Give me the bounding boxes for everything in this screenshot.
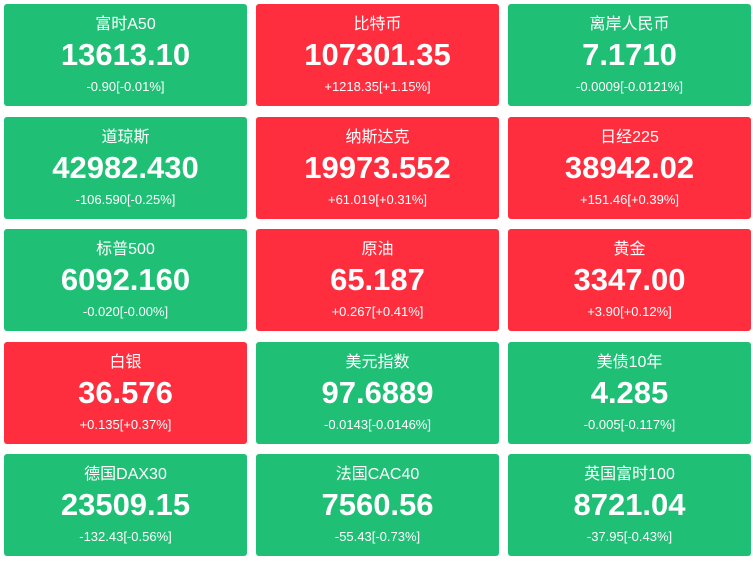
quote-tile[interactable]: 道琼斯 42982.430 -106.590[-0.25%]	[4, 116, 247, 219]
quote-change: -132.43[-0.56%]	[79, 529, 172, 544]
quote-tile[interactable]: 标普500 6092.160 -0.020[-0.00%]	[4, 229, 247, 331]
quote-grid: 富时A50 13613.10 -0.90[-0.01%] 比特币 107301.35 +1…	[4, 4, 751, 556]
quote-name: 标普500	[96, 241, 155, 258]
quote-change: +0.267[+0.41%]	[331, 304, 424, 319]
quote-name: 黄金	[613, 241, 646, 258]
quote-change: +61.019[+0.31%]	[327, 191, 428, 207]
quote-change: +0.135[+0.37%]	[79, 416, 172, 432]
quote-tile[interactable]: 纳斯达克 19973.552 +61.019[+0.31%]	[256, 116, 499, 219]
quote-value: 23509.15	[60, 487, 191, 522]
quote-change: -37.95[-0.43%]	[586, 529, 673, 544]
quote-change: +151.46[+0.39%]	[579, 191, 680, 207]
quote-name: 富时A50	[95, 16, 156, 33]
quote-value: 36.576	[78, 374, 173, 410]
quote-tile[interactable]: 白银 36.576 +0.135[+0.37%]	[4, 341, 247, 444]
quote-value: 7.1710	[582, 37, 677, 72]
quote-name: 美元指数	[345, 353, 410, 371]
quote-tile[interactable]: 富时A50 13613.10 -0.90[-0.01%]	[4, 4, 247, 106]
quote-tile[interactable]: 美元指数 97.6889 -0.0143[-0.0146%]	[256, 341, 499, 444]
quote-value: 65.187	[330, 262, 425, 297]
quote-tile[interactable]: 德国DAX30 23509.15 -132.43[-0.56%]	[4, 454, 247, 556]
quote-name: 白银	[109, 353, 142, 371]
quote-value: 4.285	[590, 374, 669, 410]
quote-change: -0.90[-0.01%]	[86, 79, 165, 94]
quote-name: 离岸人民币	[589, 16, 670, 33]
quote-change: -106.590[-0.25%]	[75, 191, 176, 207]
quote-value: 7560.56	[321, 487, 434, 522]
quote-name: 美债10年	[596, 353, 663, 371]
quote-value: 8721.04	[573, 487, 686, 522]
quote-value: 19973.552	[304, 149, 451, 185]
quote-value: 42982.430	[52, 149, 199, 185]
quote-value: 38942.02	[564, 149, 695, 185]
quote-tile[interactable]: 原油 65.187 +0.267[+0.41%]	[256, 229, 499, 331]
quote-change: -0.020[-0.00%]	[82, 304, 169, 319]
quote-tile[interactable]: 法国CAC40 7560.56 -55.43[-0.73%]	[256, 454, 499, 556]
quote-change: +3.90[+0.12%]	[587, 304, 672, 319]
quote-value: 13613.10	[60, 37, 191, 72]
quote-value: 3347.00	[573, 262, 686, 297]
quote-tile[interactable]: 美债10年 4.285 -0.005[-0.117%]	[508, 341, 751, 444]
quote-name: 比特币	[353, 16, 402, 33]
quote-name: 道琼斯	[101, 128, 150, 146]
quote-tile[interactable]: 比特币 107301.35 +1218.35[+1.15%]	[256, 4, 499, 106]
quote-name: 原油	[361, 241, 394, 258]
quote-name: 法国CAC40	[335, 466, 420, 483]
quote-change: -55.43[-0.73%]	[334, 529, 421, 544]
quote-change: +1218.35[+1.15%]	[324, 79, 431, 94]
quote-name: 德国DAX30	[84, 466, 167, 483]
quote-change: -0.005[-0.117%]	[583, 416, 676, 432]
quote-value: 6092.160	[60, 262, 191, 297]
quote-change: -0.0143[-0.0146%]	[324, 416, 431, 432]
quote-change: -0.0009[-0.0121%]	[576, 79, 683, 94]
quote-tile[interactable]: 日经225 38942.02 +151.46[+0.39%]	[508, 116, 751, 219]
quote-tile[interactable]: 黄金 3347.00 +3.90[+0.12%]	[508, 229, 751, 331]
quote-name: 日经225	[600, 128, 659, 146]
quote-tile[interactable]: 离岸人民币 7.1710 -0.0009[-0.0121%]	[508, 4, 751, 106]
quote-name: 纳斯达克	[345, 128, 410, 146]
quote-value: 107301.35	[304, 37, 451, 72]
quote-tile[interactable]: 英国富时100 8721.04 -37.95[-0.43%]	[508, 454, 751, 556]
quote-value: 97.6889	[321, 374, 434, 410]
quote-name: 英国富时100	[584, 466, 675, 483]
